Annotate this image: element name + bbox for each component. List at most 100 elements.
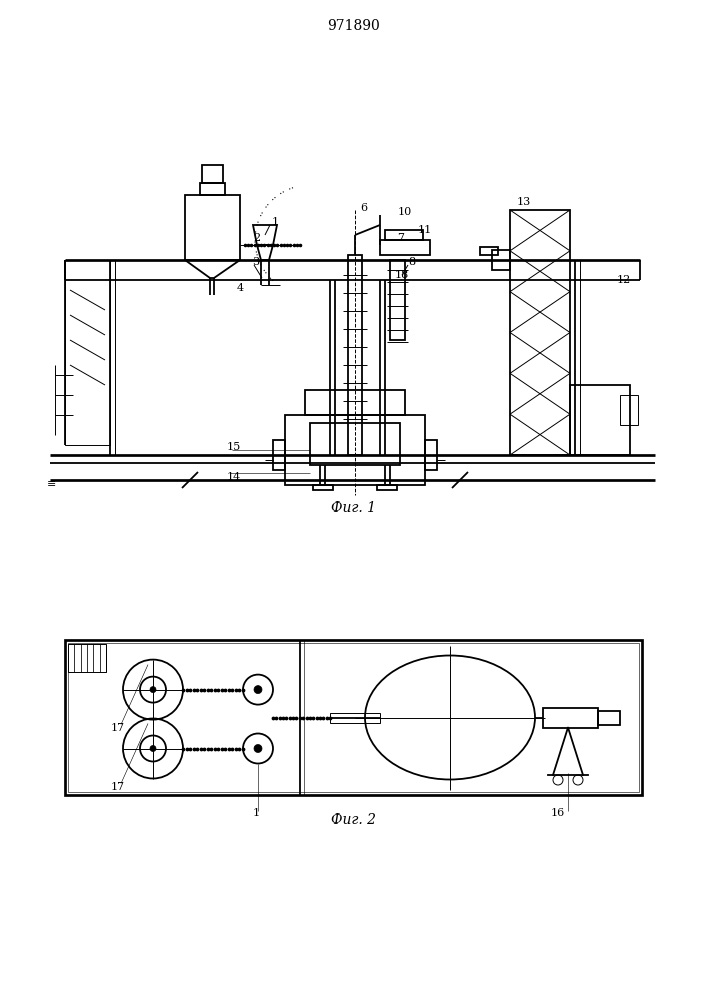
Point <box>199 740 210 756</box>
Point <box>199 682 210 698</box>
Point <box>259 237 270 253</box>
Point <box>255 237 267 253</box>
Point <box>267 710 279 726</box>
Point <box>220 740 231 756</box>
Point <box>271 710 282 726</box>
Text: Фиг. 1: Фиг. 1 <box>332 501 377 515</box>
Text: 13: 13 <box>517 197 531 207</box>
Point <box>202 682 214 698</box>
Point <box>177 682 189 698</box>
Bar <box>305 390 405 415</box>
Point <box>234 740 245 756</box>
Point <box>195 740 206 756</box>
Point <box>188 740 199 756</box>
Point <box>246 237 257 253</box>
Bar <box>480 247 498 255</box>
Text: ≡: ≡ <box>47 479 57 489</box>
Bar <box>510 210 570 455</box>
Point <box>317 710 329 726</box>
Bar <box>330 712 380 722</box>
Point <box>227 682 238 698</box>
Bar <box>273 440 285 470</box>
Point <box>288 237 299 253</box>
Point <box>227 740 238 756</box>
Text: 3: 3 <box>252 257 259 267</box>
Point <box>249 237 260 253</box>
Point <box>278 237 289 253</box>
Text: 18: 18 <box>395 270 409 280</box>
Point <box>284 710 296 726</box>
Bar <box>200 183 225 195</box>
Point <box>230 740 242 756</box>
Point <box>195 682 206 698</box>
Point <box>285 237 296 253</box>
Point <box>220 682 231 698</box>
Point <box>230 682 242 698</box>
Text: 17: 17 <box>111 723 125 733</box>
Bar <box>65 260 110 445</box>
Text: 14: 14 <box>227 472 241 482</box>
Point <box>209 682 221 698</box>
Text: 2: 2 <box>253 233 260 243</box>
Point <box>223 682 235 698</box>
Point <box>185 682 196 698</box>
Text: Фиг. 2: Фиг. 2 <box>332 813 377 827</box>
Circle shape <box>150 687 156 693</box>
Point <box>188 682 199 698</box>
Bar <box>390 260 405 340</box>
Point <box>294 710 305 726</box>
Point <box>325 710 336 726</box>
Text: 17: 17 <box>111 782 125 792</box>
Text: 16: 16 <box>551 808 566 818</box>
Point <box>311 710 322 726</box>
Point <box>185 740 196 756</box>
Point <box>209 740 221 756</box>
Point <box>177 740 189 756</box>
Bar <box>68 643 639 792</box>
Point <box>216 682 228 698</box>
Bar <box>185 195 240 260</box>
Bar <box>348 255 362 455</box>
Text: 4: 4 <box>237 283 244 293</box>
Text: 11: 11 <box>418 225 432 235</box>
Bar <box>620 395 638 425</box>
Point <box>291 237 303 253</box>
Text: 971890: 971890 <box>327 19 380 33</box>
Bar <box>543 708 598 728</box>
Text: 12: 12 <box>617 275 631 285</box>
Point <box>240 237 251 253</box>
Point <box>281 710 292 726</box>
Point <box>192 740 203 756</box>
Point <box>223 740 235 756</box>
Point <box>321 710 332 726</box>
Bar <box>202 165 223 183</box>
Point <box>234 682 245 698</box>
Point <box>262 237 274 253</box>
Point <box>265 237 276 253</box>
Bar <box>570 385 630 455</box>
Text: 6: 6 <box>360 203 367 213</box>
Text: 1: 1 <box>272 217 279 227</box>
Point <box>206 682 217 698</box>
Bar <box>380 240 430 255</box>
Point <box>181 740 192 756</box>
Point <box>252 237 264 253</box>
Point <box>238 682 249 698</box>
Point <box>213 682 224 698</box>
Point <box>192 682 203 698</box>
Text: 1: 1 <box>253 808 260 818</box>
Bar <box>68 644 106 672</box>
Point <box>274 710 286 726</box>
Bar <box>425 440 437 470</box>
Text: 7: 7 <box>397 233 404 243</box>
Point <box>275 237 286 253</box>
Point <box>298 710 309 726</box>
Point <box>271 237 283 253</box>
Circle shape <box>254 744 262 752</box>
Bar <box>65 640 642 795</box>
Point <box>315 710 326 726</box>
Point <box>243 237 254 253</box>
Text: 8: 8 <box>408 257 415 267</box>
Point <box>238 740 249 756</box>
Point <box>291 710 302 726</box>
